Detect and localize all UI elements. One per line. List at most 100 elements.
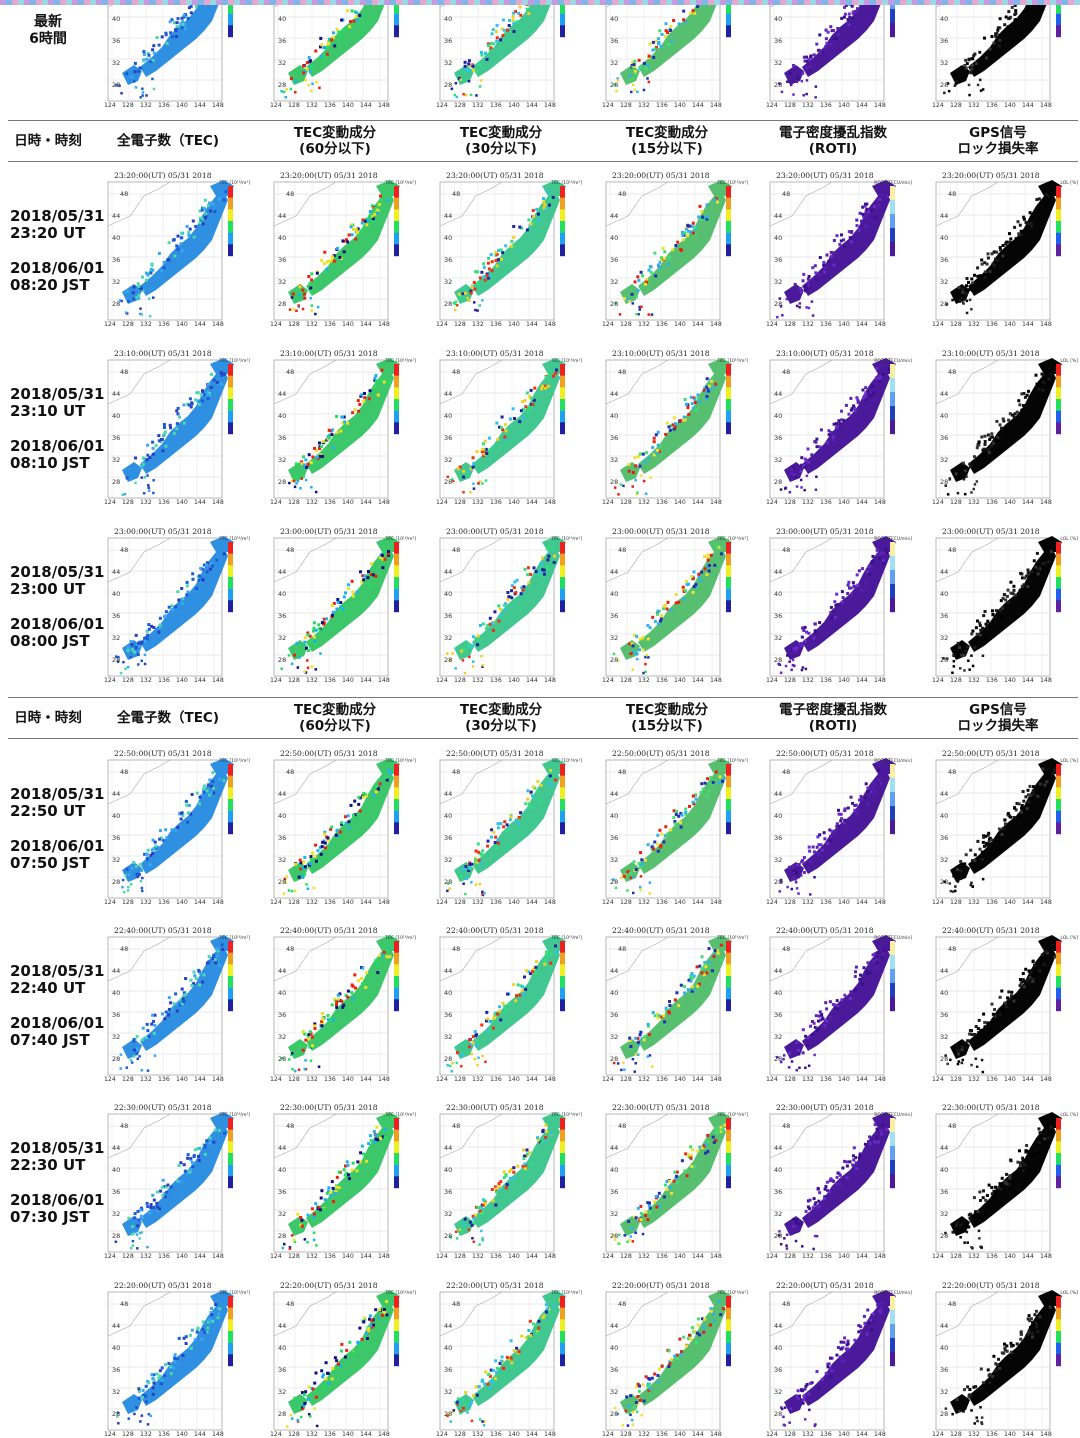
lon-label: 128 [454,1253,466,1260]
lat-label: 40 [444,1344,452,1352]
lon-label: 128 [620,102,632,108]
lat-label: 44 [112,790,120,798]
lon-label: 144 [856,1253,868,1260]
lon-label: 136 [324,899,336,906]
colorbar-unit: ROTI [TECU/min] [874,536,912,542]
latest-map-image-roti: ROTI [TECU/min]4844403632281241281321361… [762,5,914,108]
lon-label: 144 [194,1431,206,1438]
lat-label: 44 [278,1144,286,1152]
lon-label: 140 [508,1253,520,1260]
lat-label: 32 [278,1033,286,1041]
colorbar-unit: TEC [10¹⁶/m²] [716,1290,748,1296]
lat-label: 36 [278,434,286,442]
lat-label: 28 [444,1232,452,1240]
lon-label: 148 [874,1431,886,1438]
colorbar-unit: TEC [10¹⁶/m²] [218,180,250,186]
lat-label: 40 [774,234,782,242]
ut-time: 22:40 UT [10,980,96,997]
lon-label: 148 [710,1431,722,1438]
lon-label: 144 [856,899,868,906]
lat-label: 44 [112,568,120,576]
lon-label: 136 [986,321,998,328]
lon-label: 128 [122,1431,134,1438]
lon-label: 136 [490,102,502,108]
lon-label: 128 [620,1431,632,1438]
lat-label: 44 [940,1322,948,1330]
lon-label: 140 [342,1253,354,1260]
lon-label: 140 [674,1253,686,1260]
lon-label: 148 [378,1253,390,1260]
jst-time: 07:40 JST [10,1032,96,1049]
lon-label: 148 [378,677,390,684]
map-timestamp: 22:50:00(UT) 05/31 2018 [446,749,544,758]
lat-label: 40 [940,1344,948,1352]
lat-label: 44 [610,212,618,220]
lat-label: 40 [112,1166,120,1174]
lat-label: 48 [618,1300,626,1308]
lat-label: 40 [278,1344,286,1352]
lon-label: 132 [968,677,980,684]
lat-label: 28 [112,1232,120,1240]
map-timestamp: 22:30:00(UT) 05/31 2018 [446,1103,544,1112]
lat-label: 28 [774,81,782,89]
lon-label: 128 [784,899,796,906]
lon-label: 128 [620,1076,632,1083]
lon-label: 136 [490,677,502,684]
lat-label: 44 [112,212,120,220]
lon-label: 124 [932,899,944,906]
lat-label: 28 [444,81,452,89]
lon-label: 132 [306,499,318,506]
lon-label: 140 [176,102,188,108]
lon-label: 148 [378,1431,390,1438]
jst-date: 2018/06/01 [10,616,96,633]
map-timestamp: 23:10:00(UT) 05/31 2018 [280,349,378,358]
lat-label: 36 [278,256,286,264]
lon-label: 144 [526,1431,538,1438]
lat-label: 40 [774,1166,782,1174]
lat-label: 48 [782,190,790,198]
lon-label: 132 [638,1253,650,1260]
lat-label: 28 [444,656,452,664]
lon-label: 124 [932,321,944,328]
lon-label: 132 [306,899,318,906]
lat-label: 44 [610,1144,618,1152]
lon-label: 144 [194,499,206,506]
lon-label: 136 [158,499,170,506]
lon-label: 128 [454,1431,466,1438]
lat-label: 36 [278,1366,286,1374]
lon-label: 128 [950,677,962,684]
lat-label: 28 [610,1410,618,1418]
lon-label: 128 [620,899,632,906]
lat-label: 40 [444,15,452,23]
lon-label: 128 [620,321,632,328]
lon-label: 140 [176,1076,188,1083]
lat-label: 28 [278,1410,286,1418]
lat-label: 40 [112,234,120,242]
map-timestamp: 23:10:00(UT) 05/31 2018 [612,349,710,358]
header-roti: 電子密度擾乱指数 (ROTI) [763,698,903,738]
lat-label: 32 [774,1388,782,1396]
lat-label: 44 [774,390,782,398]
lon-label: 124 [436,102,448,108]
lon-label: 136 [986,1076,998,1083]
lon-label: 124 [436,1431,448,1438]
header-tec15: TEC変動成分 (15分以下) [602,121,732,161]
lon-label: 148 [1040,1431,1052,1438]
lat-label: 48 [452,368,460,376]
lat-label: 44 [610,568,618,576]
lat-label: 40 [774,15,782,23]
header-lol: GPS信号 ロック損失率 [933,121,1063,161]
lon-label: 128 [122,677,134,684]
jst-time: 08:20 JST [10,277,96,294]
lon-label: 132 [802,1253,814,1260]
